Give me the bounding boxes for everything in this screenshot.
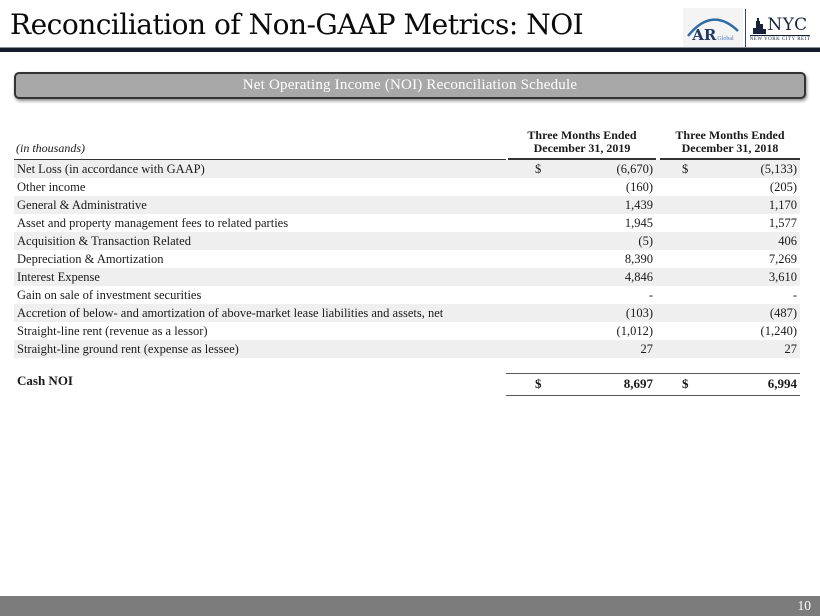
row-value-2019: 4,846 (624, 269, 653, 284)
currency-symbol: $ (682, 161, 689, 176)
nyc-reit-logo: NYC NEW YORK CITY REIT (748, 8, 812, 50)
row-value-2019: 8,390 (624, 251, 653, 266)
total-value-2018: $ 6,994 (682, 376, 797, 391)
row-value-2018: - (792, 287, 797, 302)
total-value-2019: $ 8,697 (535, 376, 653, 391)
row-value-2018: (1,240) (760, 323, 797, 338)
row-value-2018: 27 (784, 341, 798, 356)
table-row: Straight-line ground rent (expense as le… (14, 340, 800, 358)
table-body: Net Loss (in accordance with GAAP) $ (6,67… (14, 160, 800, 358)
page-title: Reconciliation of Non-GAAP Metrics: NOI (10, 8, 584, 41)
row-value-2018: (205) (769, 179, 797, 194)
column-header-2019: Three Months Ended December 31, 2019 (508, 129, 656, 160)
row-value-2019: (1,012) (616, 323, 653, 338)
currency-symbol: $ (535, 376, 542, 391)
logo-group: AR Global NYC NEW YORK CITY REIT (683, 8, 812, 50)
ar-arc-icon (687, 18, 739, 37)
column-header-2018-line1: Three Months Ended (675, 128, 785, 142)
ar-global-logo: AR Global (683, 8, 743, 50)
section-banner: Net Operating Income (NOI) Reconciliatio… (14, 72, 806, 99)
table-row: Gain on sale of investment securities - - (14, 286, 800, 304)
row-value-2018: $ (5,133) (682, 161, 797, 176)
row-value-2019: 1,945 (624, 215, 653, 230)
total-values: $ 8,697 $ 6,994 (506, 373, 800, 396)
table-row: Net Loss (in accordance with GAAP) $ (6,67… (14, 160, 800, 178)
noi-reconciliation-table: (in thousands) Three Months Ended Decemb… (14, 129, 800, 396)
column-header-2019-line2: December 31, 2019 (533, 141, 631, 155)
row-label: Other income (17, 179, 86, 194)
slide-header: Reconciliation of Non-GAAP Metrics: NOI … (10, 5, 812, 50)
column-header-2019-line1: Three Months Ended (527, 128, 637, 142)
column-header-2018: Three Months Ended December 31, 2018 (660, 129, 800, 160)
row-value-2018: 1,170 (768, 197, 797, 212)
page-number: 10 (797, 598, 812, 613)
row-value-2019: 1,439 (624, 197, 653, 212)
table-row: Straight-line rent (revenue as a lessor)… (14, 322, 800, 340)
table-row: Acquisition & Transaction Related (5) 406 (14, 232, 800, 250)
row-label: Accretion of below- and amortization of … (17, 305, 444, 320)
table-row: Other income (160) (205) (14, 178, 800, 196)
row-label: Gain on sale of investment securities (17, 287, 202, 302)
nyc-logo-text: NYC (767, 14, 808, 35)
table-row: Accretion of below- and amortization of … (14, 304, 800, 322)
row-value-2018: (487) (769, 305, 797, 320)
nyc-logo-top: NYC (752, 14, 808, 35)
column-header-2018-line2: December 31, 2018 (681, 141, 779, 155)
row-label: Straight-line ground rent (expense as le… (17, 341, 239, 356)
logo-divider (745, 9, 746, 49)
row-label: Depreciation & Amortization (17, 251, 164, 266)
table-row: General & Administrative 1,439 1,170 (14, 196, 800, 214)
row-value-2019: - (648, 287, 653, 302)
row-label: Net Loss (in accordance with GAAP) (17, 161, 205, 176)
row-value-2019: (160) (625, 179, 653, 194)
row-label: General & Administrative (17, 197, 147, 212)
total-row: Cash NOI $ 8,697 $ 6,994 (14, 373, 800, 396)
table-header: (in thousands) Three Months Ended Decemb… (14, 129, 800, 160)
row-label: Straight-line rent (revenue as a lessor) (17, 323, 208, 338)
row-value-2019: 27 (640, 341, 654, 356)
nyc-building-icon (753, 17, 767, 34)
row-value-2019: (5) (638, 233, 653, 248)
footer-bar: 10 (0, 596, 820, 616)
title-divider (0, 47, 820, 52)
row-value-2018: 406 (778, 233, 797, 248)
currency-symbol: $ (682, 376, 689, 391)
ar-logo-text: AR (692, 26, 717, 44)
ar-logo-suffix: Global (717, 36, 734, 42)
row-label: Acquisition & Transaction Related (17, 233, 191, 248)
units-note: (in thousands) (16, 141, 85, 155)
table-row: Interest Expense 4,846 3,610 (14, 268, 800, 286)
currency-symbol: $ (535, 161, 542, 176)
row-value-2018: 7,269 (768, 251, 797, 266)
row-value-2018: 3,610 (768, 269, 797, 284)
table-row: Depreciation & Amortization 8,390 7,269 (14, 250, 800, 268)
row-label: Interest Expense (17, 269, 100, 284)
row-value-2019: (103) (625, 305, 653, 320)
row-value-2018: 1,577 (768, 215, 797, 230)
row-label: Asset and property management fees to re… (17, 215, 289, 230)
nyc-logo-tagline: NEW YORK CITY REIT (749, 34, 811, 42)
row-value-2019: $ (6,670) (535, 161, 653, 176)
table-row: Asset and property management fees to re… (14, 214, 800, 232)
section-banner-title: Net Operating Income (NOI) Reconciliatio… (242, 77, 578, 93)
units-note-cell: (in thousands) (14, 139, 506, 160)
total-label: Cash NOI (17, 373, 73, 388)
